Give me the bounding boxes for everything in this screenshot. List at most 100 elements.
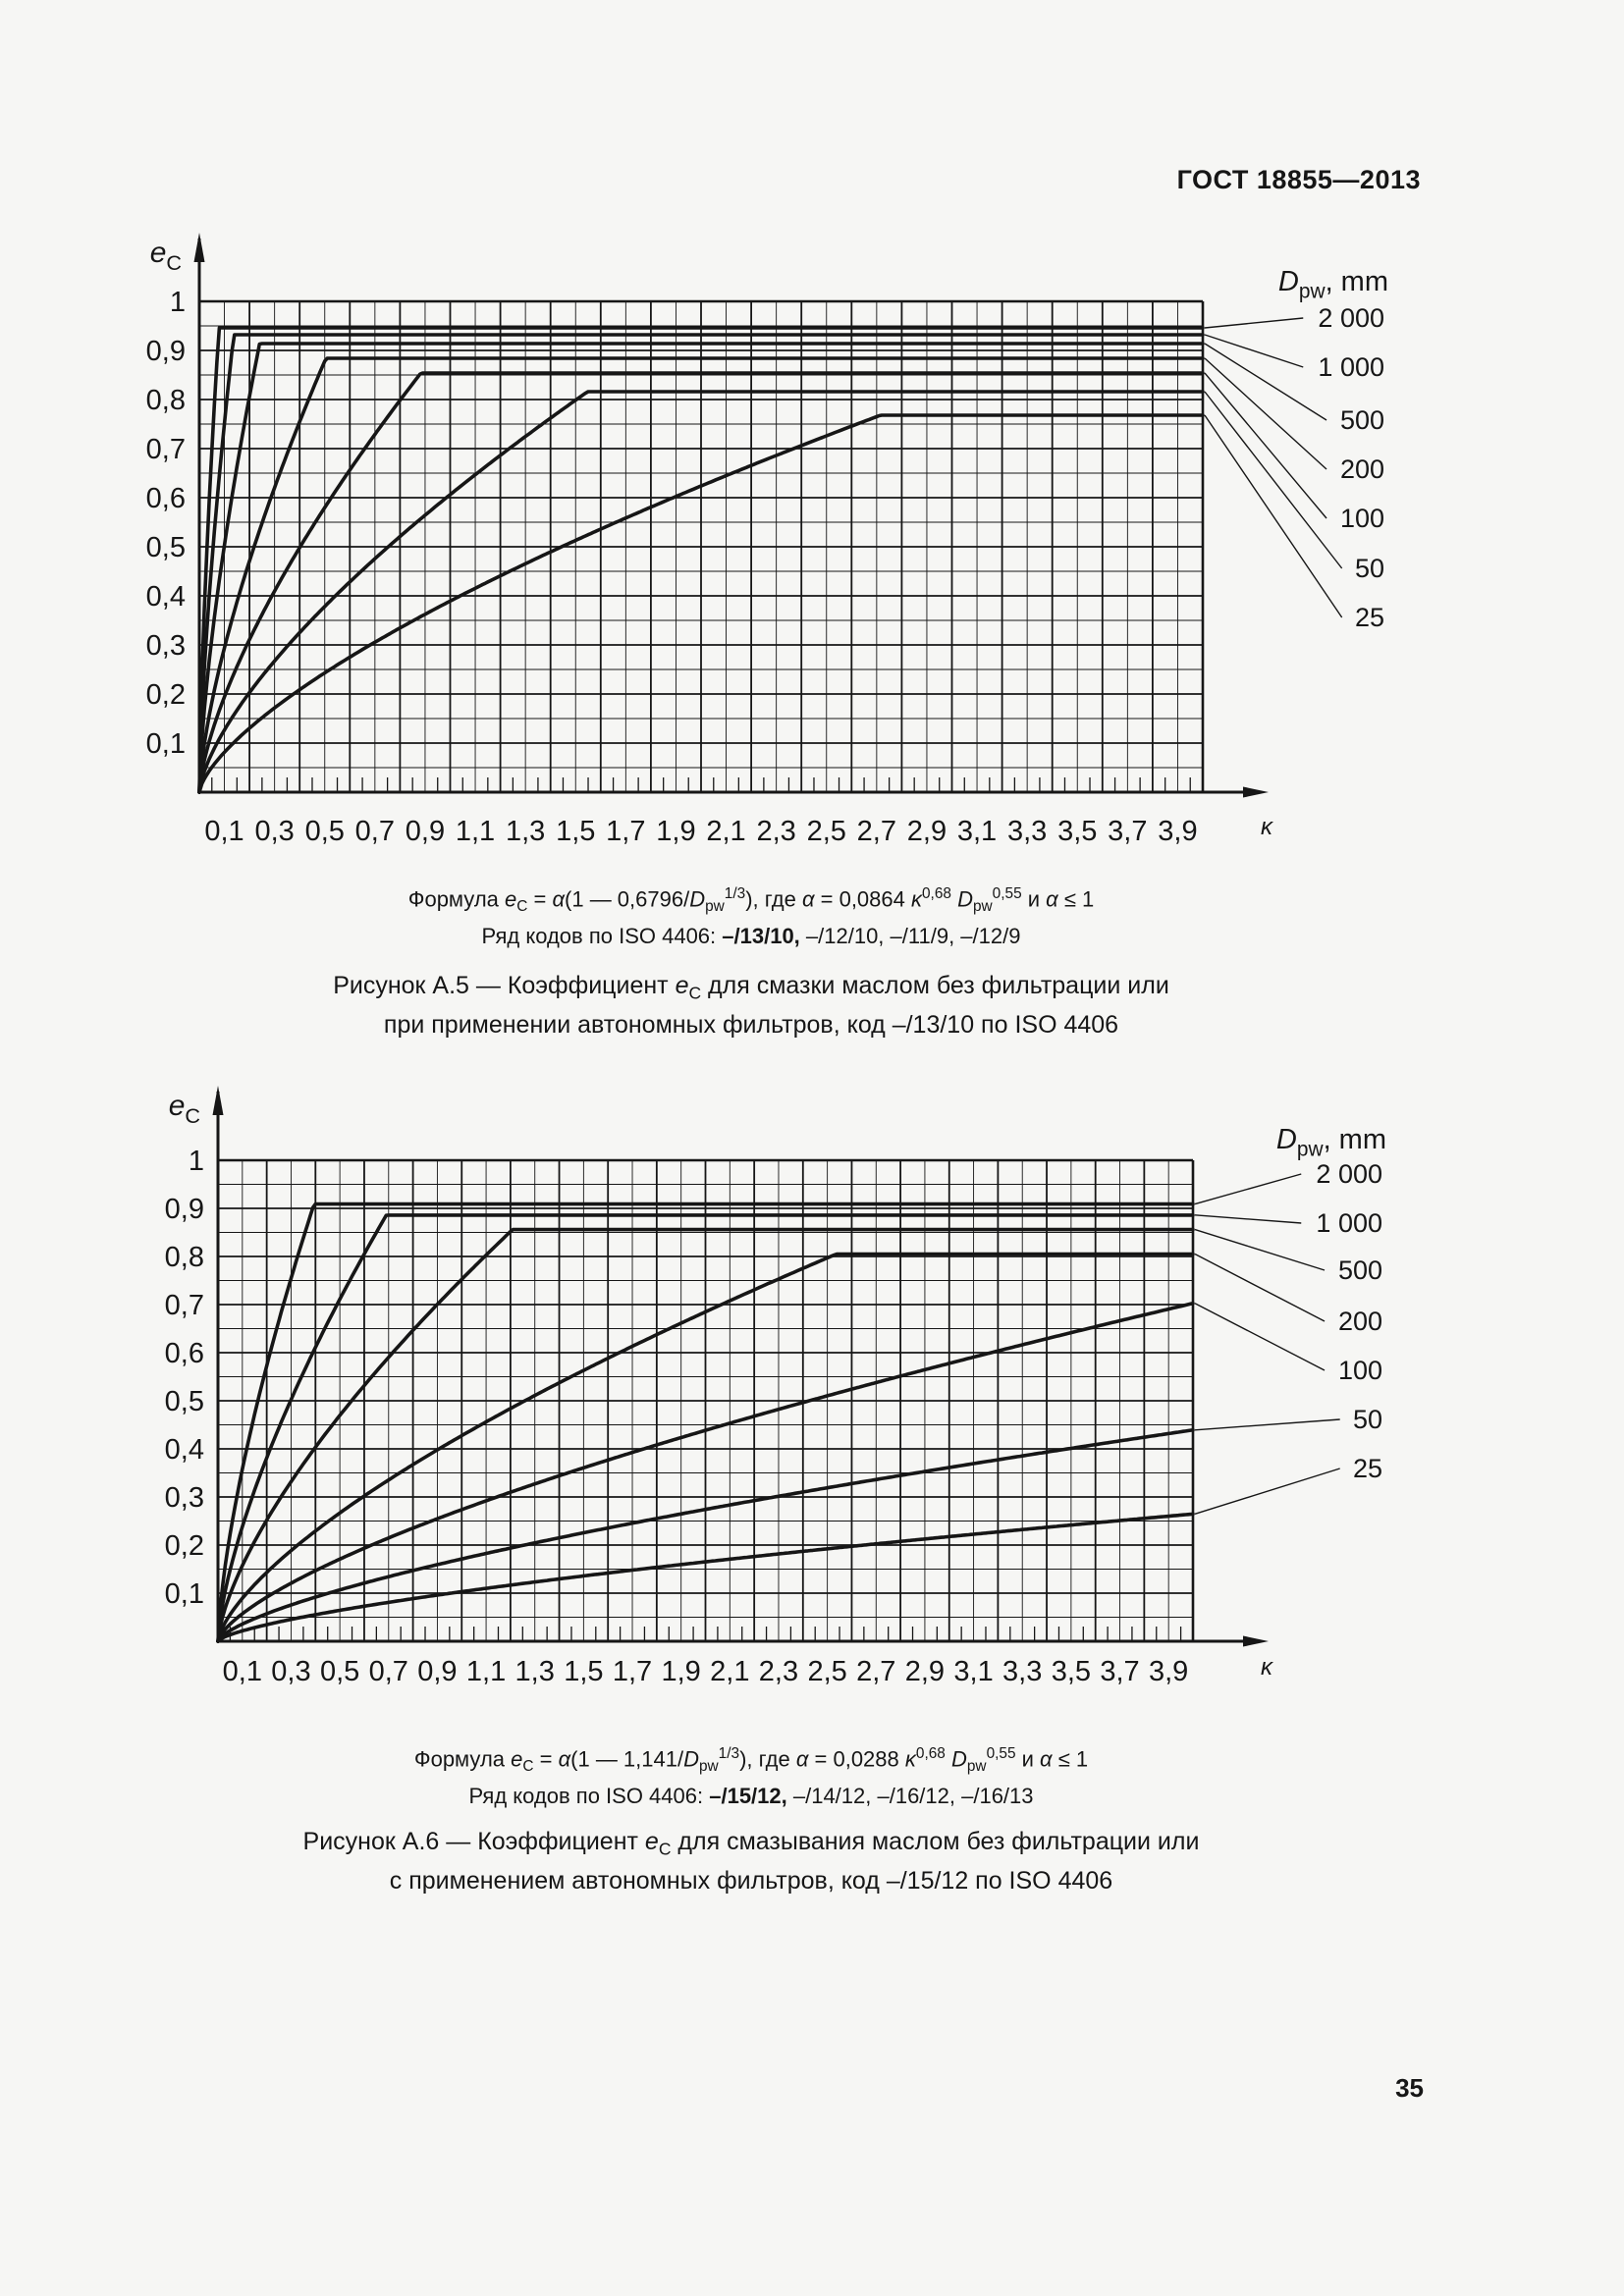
x-tick-label: 2,1 <box>710 1656 749 1687</box>
x-tick-label: 0,1 <box>204 816 244 847</box>
x-tick-label: 2,5 <box>807 1656 846 1687</box>
chart-a6-curves <box>216 1201 1195 1643</box>
figure-a6-formula-line2: Ряд кодов по ISO 4406: –/15/12, –/14/12,… <box>468 1784 1034 1809</box>
x-tick-label: 3,7 <box>1108 816 1147 847</box>
x-tick-label: 2,9 <box>905 1656 945 1687</box>
legend-leader-line <box>1204 334 1304 368</box>
chart-a6-curve-dpw-500 <box>216 1227 1195 1643</box>
x-tick-label: 1,5 <box>556 816 595 847</box>
x-tick-label: 0,9 <box>417 1656 457 1687</box>
legend-label-dpw-100: 100 <box>1340 504 1384 533</box>
y-tick-label: 0,5 <box>165 1386 204 1417</box>
figure-a5-formula-line2: Ряд кодов по ISO 4406: –/13/10, –/12/10,… <box>481 924 1021 949</box>
chart-a6-tick-labels: 1 0,9 0,8 0,7 0,6 0,5 0,4 0,3 0,2 0,1 0,1 0,3 0,5 0,7… <box>165 1090 1274 1687</box>
y-tick-label: 0,8 <box>165 1242 204 1273</box>
y-tick-label: 0,2 <box>165 1530 204 1562</box>
chart-a5-curve-dpw-25 <box>197 413 1205 794</box>
x-tick-label: 1,7 <box>606 816 645 847</box>
y-axis-label: eC <box>169 1090 200 1128</box>
chart-a5-axes <box>193 233 1269 798</box>
y-tick-label: 0,3 <box>165 1482 204 1514</box>
legend-label-dpw-200: 200 <box>1340 454 1384 484</box>
x-tick-label: 2,7 <box>856 1656 895 1687</box>
x-tick-label: 1,9 <box>656 816 695 847</box>
legend-label-dpw-50: 50 <box>1353 1405 1382 1434</box>
document-header: ГОСТ 18855—2013 <box>1176 165 1421 194</box>
legend-label-dpw-500: 500 <box>1338 1255 1382 1285</box>
x-tick-label: 0,1 <box>223 1656 262 1687</box>
legend-leader-line <box>1194 1468 1340 1516</box>
y-tick-label: 1 <box>189 1146 204 1177</box>
legend-label-dpw-25: 25 <box>1355 603 1384 632</box>
legend-label-dpw-1000: 1 000 <box>1318 352 1384 382</box>
y-tick-label: 0,4 <box>165 1434 204 1466</box>
x-tick-label: 0,3 <box>271 1656 310 1687</box>
figure-a5-caption-line2: при применении автономных фильтров, код … <box>383 1011 1119 1040</box>
x-tick-label: 0,3 <box>254 816 294 847</box>
legend-leader-line <box>1204 317 1304 329</box>
legend-leader-line <box>1194 1418 1340 1431</box>
chart-a5-curve-dpw-200 <box>197 356 1205 794</box>
figure-a5-formula: Формула eC = α(1 — 0,6796/Dpw1/3), где α… <box>98 880 1404 951</box>
x-tick-label: 2,7 <box>857 816 896 847</box>
figure-a5-formula-line1: Формула eC = α(1 — 0,6796/Dpw1/3), где α… <box>407 885 1095 916</box>
x-tick-label: 1,5 <box>564 1656 603 1687</box>
x-tick-label: 3,5 <box>1057 816 1097 847</box>
chart-a5: 1 0,9 0,8 0,7 0,6 0,5 0,4 0,3 0,2 0,1 0,1 0,3 0,5 0,7… <box>146 233 1388 847</box>
page-number: 35 <box>1395 2073 1424 2103</box>
chart-a5-tick-labels: 1 0,9 0,8 0,7 0,6 0,5 0,4 0,3 0,2 0,1 0,1 0,3 0,5 0,7… <box>146 237 1274 847</box>
chart-a6: 1 0,9 0,8 0,7 0,6 0,5 0,4 0,3 0,2 0,1 0,1 0,3 0,5 0,7… <box>165 1086 1386 1687</box>
figure-a6-caption-line2: с применением автономных фильтров, код –… <box>389 1867 1113 1896</box>
y-tick-label: 0,9 <box>165 1194 204 1225</box>
chart-a6-axes <box>212 1086 1269 1647</box>
x-tick-label: 2,9 <box>907 816 947 847</box>
y-tick-label: 0,9 <box>146 336 186 367</box>
x-tick-label: 2,3 <box>756 816 795 847</box>
y-tick-label: 0,2 <box>146 679 186 711</box>
x-tick-label: 0,5 <box>305 816 345 847</box>
legend-leader-line <box>1194 1253 1326 1322</box>
x-tick-label: 3,9 <box>1149 1656 1188 1687</box>
legend-label-dpw-200: 200 <box>1338 1307 1382 1336</box>
x-tick-label: 1,3 <box>506 816 545 847</box>
chart-a5-legend-leaders <box>1204 317 1343 618</box>
x-tick-label: 0,7 <box>355 816 395 847</box>
x-axis-arrow-icon <box>1243 1635 1269 1647</box>
legend-label-dpw-50: 50 <box>1355 554 1384 583</box>
legend-leader-line <box>1204 414 1343 618</box>
chart-a6-curve-dpw-2000 <box>216 1201 1195 1643</box>
x-tick-label: 3,9 <box>1158 816 1197 847</box>
x-tick-label: 3,5 <box>1052 1656 1091 1687</box>
x-tick-label: 3,3 <box>1007 816 1047 847</box>
x-tick-label: 0,5 <box>320 1656 359 1687</box>
y-axis-arrow-icon <box>193 233 205 262</box>
legend-leader-line <box>1194 1303 1326 1371</box>
legend-leader-line <box>1194 1228 1326 1271</box>
x-tick-label: 2,5 <box>807 816 846 847</box>
x-tick-label: 1,3 <box>515 1656 555 1687</box>
y-axis-label: eC <box>150 237 182 275</box>
chart-a5-grid <box>197 299 1205 794</box>
legend-leader-line <box>1204 391 1343 569</box>
x-tick-label: 3,1 <box>953 1656 993 1687</box>
chart-a5-curve-dpw-50 <box>197 390 1205 794</box>
chart-a6-grid <box>216 1158 1195 1643</box>
x-tick-label: 1,7 <box>613 1656 652 1687</box>
chart-a6-legend-leaders <box>1194 1173 1340 1516</box>
chart-a5-legend: Dpw, mm2 000 1 000 500 200 100 50 25 <box>1278 266 1388 632</box>
x-axis-symbol: κ <box>1261 1654 1274 1681</box>
chart-a6-legend: Dpw, mm2 000 1 000 500 200 100 50 25 <box>1276 1124 1386 1483</box>
x-tick-label: 3,7 <box>1100 1656 1139 1687</box>
legend-title: Dpw, mm <box>1276 1124 1386 1161</box>
x-axis-symbol: κ <box>1261 814 1274 840</box>
y-tick-label: 1 <box>170 287 186 318</box>
y-tick-label: 0,1 <box>146 728 186 760</box>
y-tick-label: 0,1 <box>165 1578 204 1610</box>
x-tick-label: 1,9 <box>662 1656 701 1687</box>
legend-label-dpw-500: 500 <box>1340 405 1384 435</box>
y-tick-label: 0,7 <box>165 1290 204 1321</box>
legend-leader-line <box>1204 343 1327 421</box>
x-tick-label: 3,3 <box>1002 1656 1042 1687</box>
x-tick-label: 0,9 <box>406 816 445 847</box>
